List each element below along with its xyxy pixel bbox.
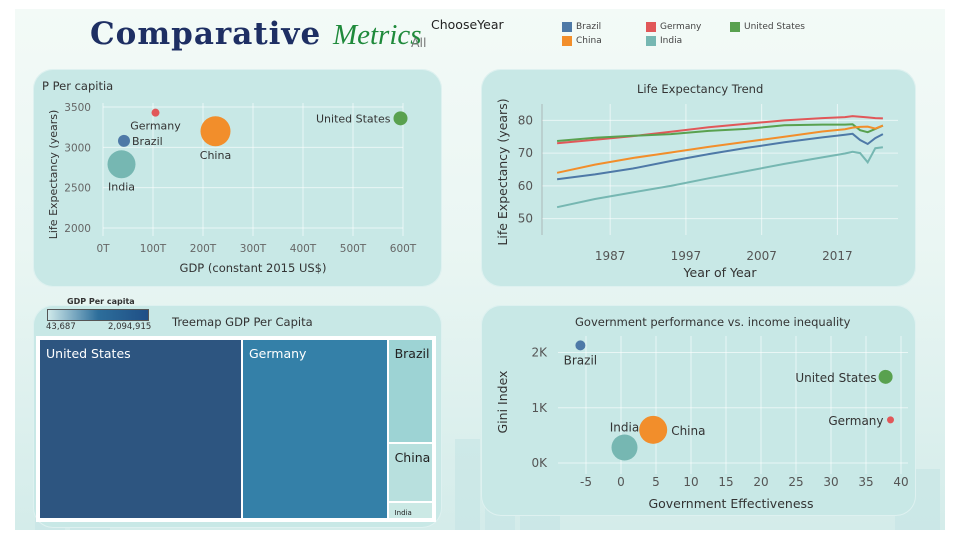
- treemap-cell-china[interactable]: China: [387, 442, 433, 503]
- line-chart-title: Life Expectancy Trend: [637, 82, 764, 96]
- legend-label: Brazil: [576, 22, 602, 32]
- gov-chart-title: Government performance vs. income inequa…: [575, 315, 851, 329]
- dashboard-title: Comparative Metrics: [90, 16, 422, 52]
- legend-label: United States: [744, 22, 805, 32]
- treemap-cell-label: China: [394, 449, 431, 465]
- legend-swatch: [646, 36, 656, 46]
- year-filter-label: ChooseYear: [431, 17, 504, 32]
- treemap-cell-label: India: [394, 509, 412, 518]
- treemap-cell-brazil[interactable]: Brazil: [387, 339, 433, 443]
- legend-swatch: [646, 22, 656, 32]
- legend-swatch: [562, 36, 572, 46]
- legend-item-brazil[interactable]: Brazil: [562, 22, 601, 32]
- legend-item-united-states[interactable]: United States: [730, 22, 805, 32]
- gdp-bubble-panel: [33, 69, 442, 287]
- treemap-cell-label: Germany: [248, 346, 307, 361]
- treemap-cell-germany[interactable]: Germany: [241, 339, 388, 519]
- treemap-cell-india[interactable]: India: [387, 502, 433, 519]
- title-main-text: Comparative: [90, 16, 322, 52]
- title-accent-text: Metrics: [332, 19, 422, 51]
- treemap-cell-label: United States: [46, 346, 131, 361]
- treemap-cell-label: Brazil: [394, 346, 430, 361]
- treemap-legend-min: 43,687: [46, 322, 76, 332]
- bubble-chart-title: P Per capitia: [42, 79, 114, 93]
- legend-swatch: [562, 22, 572, 32]
- legend-label: China: [576, 36, 602, 46]
- legend-item-germany[interactable]: Germany: [646, 22, 701, 32]
- treemap-color-scale: [47, 309, 149, 321]
- legend-label: India: [660, 36, 683, 46]
- treemap-legend-title: GDP Per capita: [67, 297, 135, 306]
- treemap-title: Treemap GDP Per Capita: [172, 315, 313, 329]
- legend-item-india[interactable]: India: [646, 36, 682, 46]
- legend-item-china[interactable]: China: [562, 36, 602, 46]
- gov-inequality-panel: [481, 305, 916, 516]
- treemap-legend-max: 2,094,915: [108, 322, 152, 332]
- treemap-cell-united-states[interactable]: United States: [39, 339, 242, 519]
- legend-label: Germany: [660, 22, 702, 32]
- legend-swatch: [730, 22, 740, 32]
- year-filter-dropdown[interactable]: All: [411, 35, 427, 50]
- treemap-chart: United States Germany Brazil China India: [36, 336, 436, 522]
- skyline-block: [455, 439, 480, 530]
- life-expectancy-panel: [481, 69, 916, 287]
